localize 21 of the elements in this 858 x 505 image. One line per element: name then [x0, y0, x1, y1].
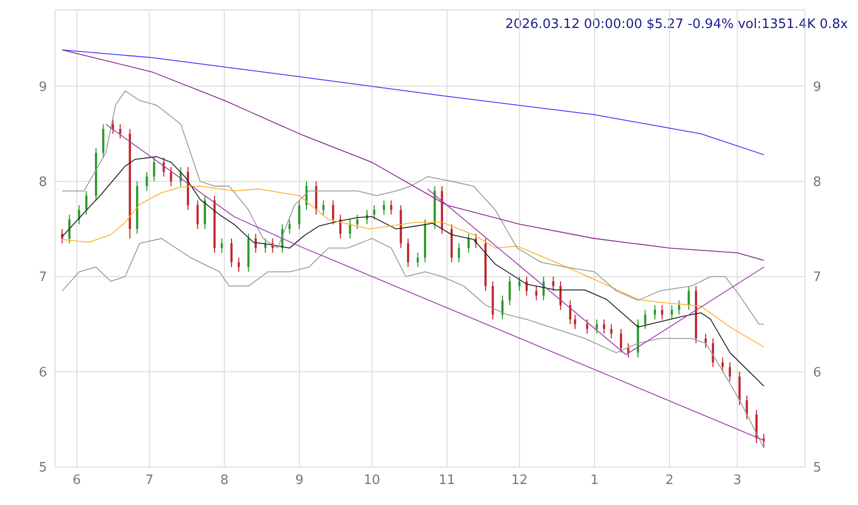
y-tick-label: 7 [38, 270, 47, 286]
x-tick-label: 6 [72, 473, 81, 488]
x-tick-label: 7 [145, 473, 154, 488]
x-tick-label: 12 [511, 473, 528, 488]
y2-tick-label: 6 [813, 365, 822, 380]
y2-tick-label: 9 [813, 80, 822, 95]
y2-tick-label: 5 [813, 460, 822, 476]
text: 2026.03.12 00:00:00 $5.27 -0.94% vol:1351.4K 0.8x [505, 17, 848, 32]
x-tick-label: 8 [220, 473, 228, 488]
x-tick-label: 9 [295, 473, 304, 488]
y2-tick-label: 7 [813, 270, 822, 286]
x-tick-label: 10 [364, 473, 380, 488]
y-tick-label: 6 [38, 365, 47, 380]
x-tick-label: 1 [590, 473, 599, 488]
y2-tick-label: 8 [813, 174, 822, 190]
y-tick-label: 8 [38, 174, 47, 190]
x-tick-label: 11 [438, 473, 456, 488]
x-tick-label: 2 [665, 473, 674, 488]
x-tick-label: 3 [733, 473, 742, 488]
y-tick-label: 9 [38, 80, 47, 95]
y-tick-label: 5 [38, 460, 47, 476]
